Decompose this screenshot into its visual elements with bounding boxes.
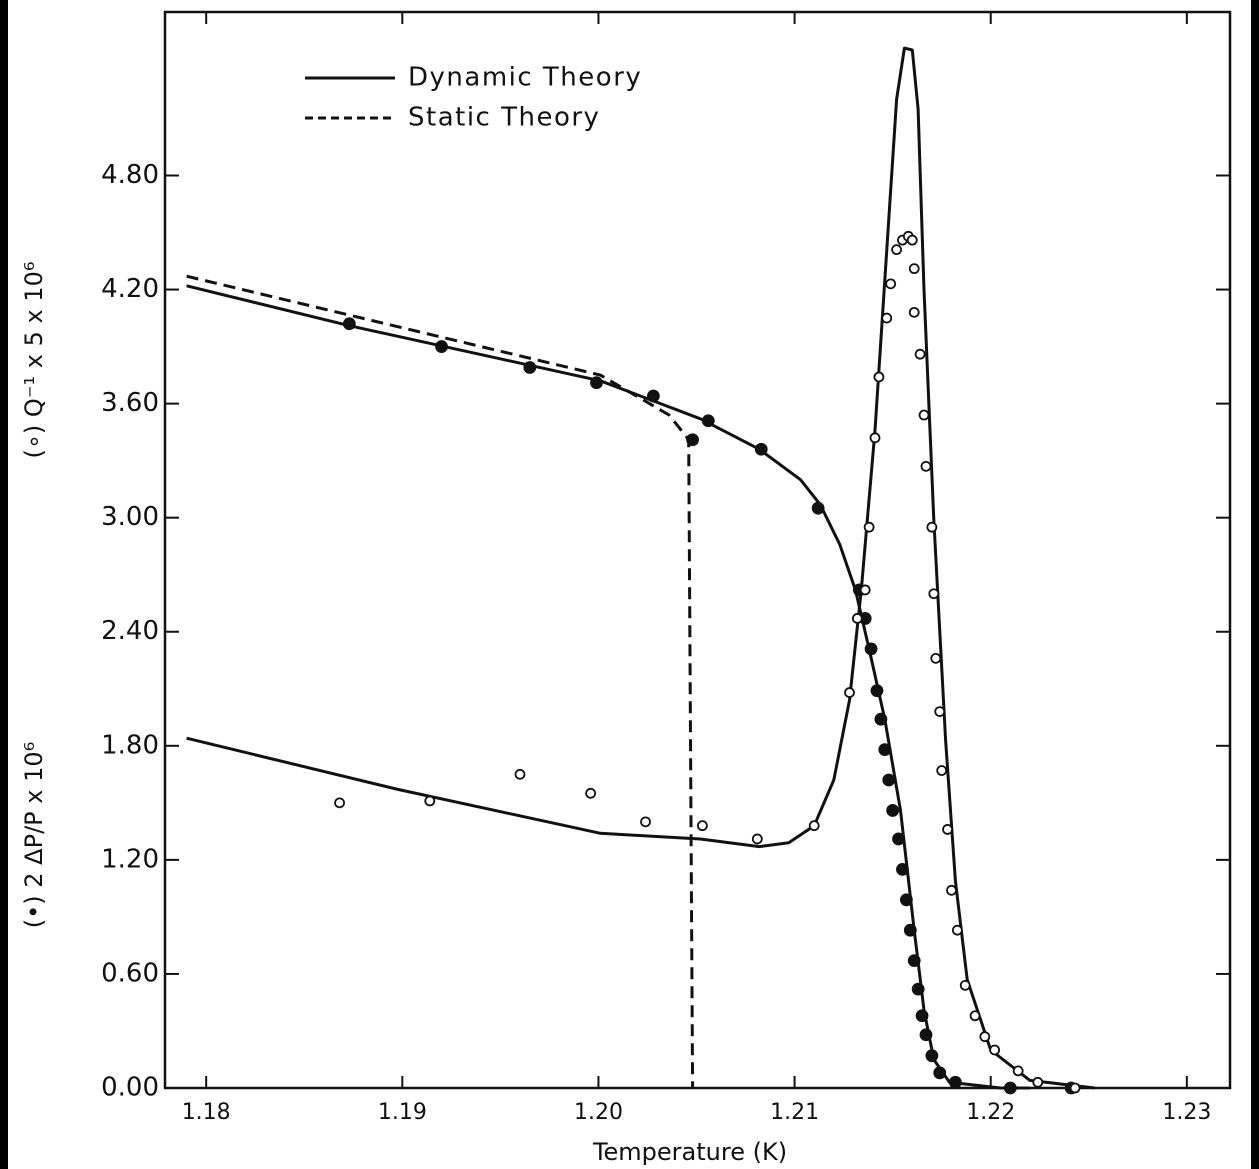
open-point (918, 409, 930, 421)
y-tick-label: 3.00 (101, 502, 159, 532)
y-tick-label: 4.20 (101, 274, 159, 304)
open-point (1069, 1082, 1081, 1094)
x-tick-label: 1.19 (378, 1100, 427, 1125)
filled-point (899, 893, 913, 907)
filled-point (925, 1049, 939, 1063)
scan-edge (1251, 0, 1259, 1169)
filled-point (896, 862, 909, 876)
filled-point (886, 804, 900, 817)
open-point (1032, 1076, 1044, 1088)
filled-point (919, 1028, 933, 1042)
open-point (844, 687, 855, 698)
filled-point (933, 1066, 947, 1080)
y-tick-label: 1.20 (101, 844, 159, 874)
filled-point (915, 1009, 929, 1023)
open-point (969, 1010, 981, 1022)
open-point (424, 795, 436, 807)
open-point (885, 278, 897, 290)
open-point (920, 460, 932, 472)
open-point (906, 234, 918, 246)
filled-point (911, 982, 925, 996)
x-tick-label: 1.20 (574, 1100, 623, 1125)
y-tick-label: 1.80 (101, 730, 159, 760)
theory-line (186, 46, 1095, 1090)
open-point (928, 588, 940, 600)
open-point (881, 312, 893, 324)
y-tick-label: 0.60 (101, 958, 159, 988)
x-tick-label: 1.18 (182, 1100, 231, 1125)
open-point (908, 306, 920, 318)
filled-point (686, 433, 699, 447)
y-axis-label: (•) 2 ΔP/P x 10⁶ (20, 742, 48, 928)
filled-point (754, 442, 768, 456)
open-point (863, 521, 875, 533)
open-point (640, 816, 651, 828)
filled-point (590, 376, 603, 390)
open-point (585, 787, 597, 799)
y-axis-label: (∘) Q⁻¹ x 5 x 10⁶ (20, 262, 48, 459)
theory-line (186, 284, 1030, 1090)
open-point (936, 765, 948, 776)
filled-point (892, 832, 905, 846)
filled-point (435, 340, 448, 353)
filled-point (874, 712, 888, 726)
open-point (697, 820, 708, 832)
open-point (514, 768, 526, 780)
filled-point (646, 389, 660, 403)
open-point (908, 263, 920, 275)
x-tick-label: 1.23 (1162, 1100, 1211, 1125)
y-tick-label: 4.80 (101, 160, 159, 190)
x-tick-label: 1.22 (966, 1100, 1015, 1125)
open-point (1012, 1065, 1024, 1077)
open-point (989, 1044, 1001, 1056)
open-point (859, 584, 871, 596)
filled-point (882, 773, 896, 787)
open-point (751, 833, 763, 845)
open-point (334, 797, 345, 809)
open-point (930, 652, 942, 664)
filled-point (903, 923, 917, 937)
filled-point (949, 1075, 962, 1089)
legend-label: Static Theory (408, 103, 600, 133)
open-point (979, 1031, 991, 1043)
x-tick-label: 1.21 (770, 1100, 819, 1125)
open-point (951, 924, 963, 936)
filled-point (701, 414, 715, 428)
plot-frame (163, 10, 1232, 1090)
filled-point (864, 642, 878, 656)
y-tick-label: 3.60 (101, 388, 159, 418)
y-tick-label: 2.40 (101, 616, 159, 646)
open-point (891, 244, 902, 256)
open-point (914, 348, 926, 360)
open-point (934, 706, 946, 717)
scan-edge (0, 0, 8, 1169)
open-point (959, 979, 971, 991)
x-axis-label: Temperature (K) (592, 1138, 787, 1166)
filled-point (811, 501, 825, 515)
open-point (851, 613, 863, 624)
filled-point (342, 317, 356, 331)
theory-line (186, 274, 695, 1089)
filled-point (870, 684, 884, 698)
filled-point (1003, 1081, 1017, 1095)
y-tick-label: 0.00 (101, 1073, 159, 1103)
open-point (873, 371, 885, 383)
open-point (869, 432, 881, 444)
filled-point (907, 954, 921, 968)
open-point (926, 521, 938, 533)
legend-label: Dynamic Theory (408, 63, 642, 93)
open-point (946, 884, 957, 896)
filled-point (878, 743, 892, 757)
open-point (942, 824, 953, 835)
filled-point (523, 361, 537, 374)
open-point (808, 820, 820, 832)
